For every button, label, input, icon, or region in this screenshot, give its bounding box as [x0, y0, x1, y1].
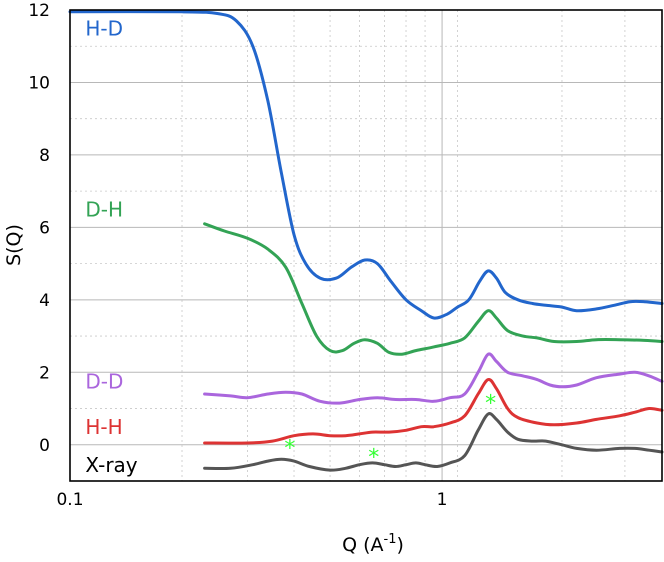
grid — [70, 10, 662, 481]
series-label-h-d: H-D — [85, 16, 123, 40]
series-label-h-h: H-H — [85, 415, 122, 439]
x-axis-title-close: ) — [396, 534, 403, 556]
y-tick-label: 10 — [28, 73, 50, 93]
series-line-h-d — [68, 10, 664, 320]
peak-marker: * — [284, 437, 295, 462]
y-tick-label: 2 — [39, 363, 50, 383]
peak-marker: * — [368, 446, 379, 471]
series-label-d-h: D-H — [85, 198, 123, 222]
peak-marker: * — [485, 391, 496, 416]
series-line-d-h — [203, 222, 664, 356]
x-axis-title: Q (A-1) — [342, 532, 404, 556]
x-axis-title-sup: -1 — [384, 532, 397, 547]
series-label-x-ray: X-ray — [85, 453, 137, 477]
y-tick-label: 6 — [39, 218, 50, 238]
annotations: * * * — [284, 391, 496, 470]
series-line-x-ray — [203, 412, 664, 472]
y-tick-label: 4 — [39, 291, 50, 311]
series-line-d-d — [203, 352, 664, 405]
series-labels: H-D D-H D-D H-H X-ray — [85, 16, 137, 477]
x-tick-label: 0.1 — [56, 490, 83, 510]
y-axis-title: S(Q) — [3, 224, 25, 266]
x-axis-title-main: Q (A — [342, 534, 383, 556]
y-tick-label: 0 — [39, 436, 50, 456]
y-tick-label: 12 — [28, 1, 50, 21]
series-label-d-d: D-D — [85, 370, 123, 394]
series-lines — [68, 10, 664, 472]
x-tick-label: 1 — [437, 490, 448, 510]
series-line-h-h — [203, 378, 664, 445]
y-tick-label: 8 — [39, 146, 50, 166]
plot-frame — [69, 9, 663, 482]
